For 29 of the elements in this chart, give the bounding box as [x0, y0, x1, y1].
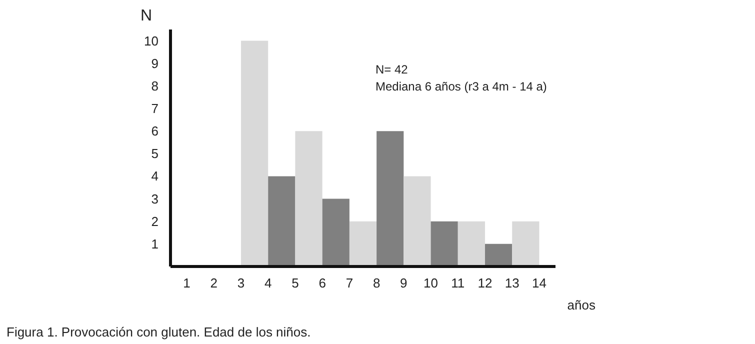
y-tick-label: 7	[151, 101, 159, 116]
x-tick-label: 8	[372, 276, 380, 290]
x-tick-label: 10	[424, 276, 438, 290]
x-tick-label: 12	[478, 276, 492, 290]
text: Figura 1. Provocación con gluten. Edad de los niños.	[6, 324, 311, 340]
x-tick-label: 4	[264, 276, 272, 290]
y-tick-label: 9	[151, 56, 159, 71]
y-tick-label: 8	[151, 78, 159, 94]
y-tick-label: 1	[151, 236, 159, 252]
y-tick-label: 5	[151, 146, 159, 162]
x-tick-label: 6	[318, 276, 326, 290]
x-tick-label: 14	[532, 276, 546, 290]
annotation: Mediana 6 años (r3 a 4m - 14 a)	[376, 80, 547, 94]
x-tick-label: 13	[504, 276, 520, 290]
x-tick-label: 2	[210, 276, 218, 290]
x-tick-label: 9	[400, 276, 408, 290]
annotation: N= 42	[376, 62, 408, 76]
x-axis-title: años	[567, 298, 596, 312]
y-axis-title: N	[140, 8, 152, 24]
x-tick-label: 7	[346, 276, 354, 290]
y-tick-label: 3	[151, 191, 159, 206]
x-tick-label: 5	[292, 276, 299, 290]
y-tick-label: 2	[151, 214, 159, 229]
y-tick-label: 10	[144, 33, 159, 48]
y-tick-label: 6	[151, 124, 159, 139]
x-tick-label: 1	[183, 276, 190, 290]
x-tick-label: 11	[451, 276, 465, 290]
y-tick-label: 4	[151, 168, 159, 184]
x-tick-label: 3	[237, 276, 245, 290]
